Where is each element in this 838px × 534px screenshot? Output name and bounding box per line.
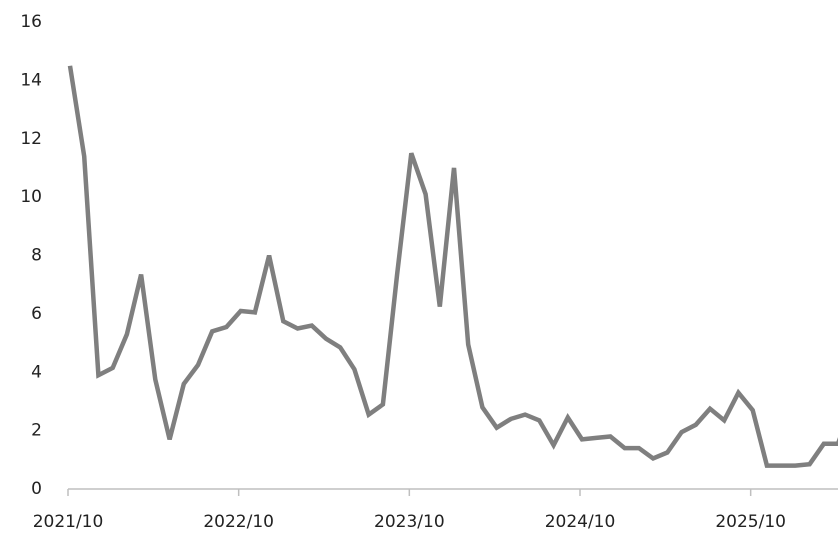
x-tick-label: 2023/10 — [374, 512, 445, 532]
x-tick-label: 2025/10 — [715, 512, 786, 532]
y-tick-label: 4 — [31, 362, 42, 382]
y-tick-label: 8 — [31, 246, 42, 266]
y-tick-label: 0 — [31, 479, 42, 499]
y-tick-label: 14 — [20, 70, 42, 90]
y-tick-label: 10 — [20, 187, 42, 207]
y-tick-label: 2 — [31, 421, 42, 441]
x-tick-label: 2021/10 — [33, 512, 104, 532]
x-tick-label: 2022/10 — [203, 512, 274, 532]
y-tick-label: 12 — [20, 129, 42, 149]
y-tick-label: 6 — [31, 304, 42, 324]
y-tick-label: 16 — [20, 12, 42, 32]
x-tick-label: 2024/10 — [545, 512, 616, 532]
data-line — [67, 65, 838, 468]
